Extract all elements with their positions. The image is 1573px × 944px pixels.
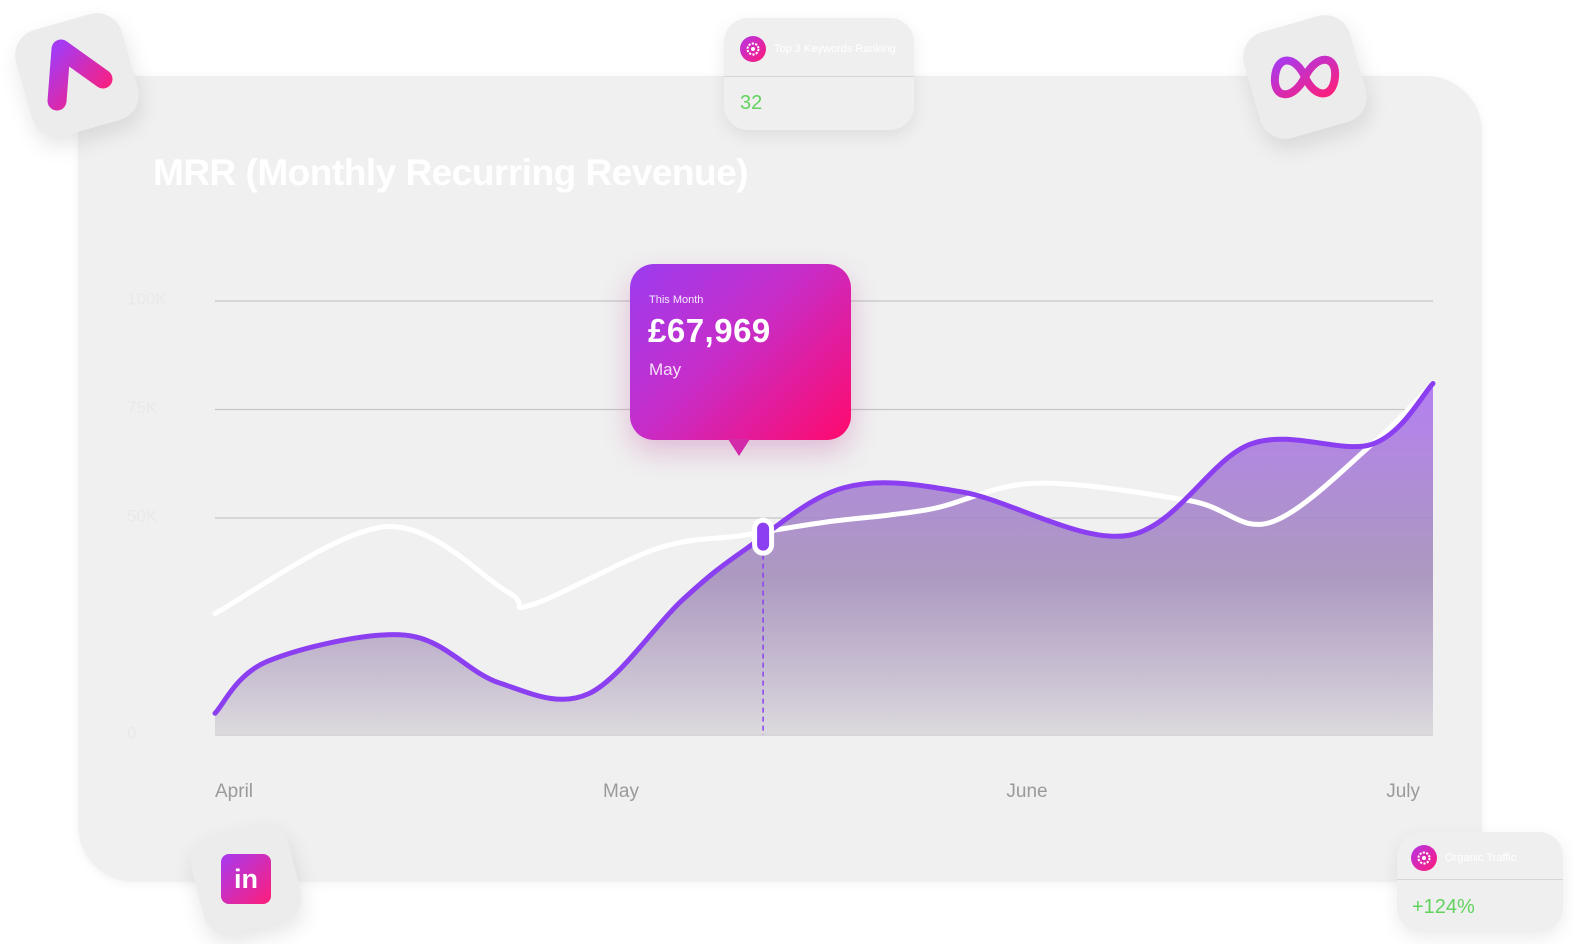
area-series-fill	[215, 383, 1433, 735]
y-tick-label: 0	[127, 723, 136, 742]
value-tooltip: This Month £67,969 May	[630, 264, 851, 456]
x-tick-label: July	[1386, 781, 1420, 802]
traffic-stat-divider	[1397, 879, 1563, 880]
settings-badge-icon	[1411, 845, 1437, 871]
meta-logo-tile	[1236, 8, 1374, 146]
keywords-stat-value: 32	[740, 92, 763, 114]
keywords-stat-divider	[724, 76, 914, 77]
linkedin-logo-icon: in	[221, 854, 271, 904]
y-tick-label: 100K	[127, 289, 167, 308]
arrow-logo-tile	[8, 6, 146, 144]
x-tick-label: June	[1006, 781, 1047, 802]
tooltip-caption: This Month	[649, 294, 704, 306]
traffic-stat-card: Organic Traffic +124%	[1397, 832, 1563, 932]
keywords-stat-label: Top 3 Keywords Ranking	[774, 43, 896, 55]
x-tick-label: April	[215, 781, 253, 802]
y-tick-label: 75K	[127, 398, 158, 417]
tooltip-handle	[757, 522, 770, 551]
arrow-logo-icon	[47, 39, 113, 111]
comparison-line-series	[212, 380, 1436, 616]
tooltip-month: May	[649, 360, 682, 379]
x-tick-label: May	[603, 781, 639, 802]
traffic-stat-value: +124%	[1412, 896, 1475, 918]
keywords-stat-header: Top 3 Keywords Ranking	[740, 36, 896, 62]
settings-badge-icon	[740, 36, 766, 62]
traffic-stat-header: Organic Traffic	[1411, 845, 1517, 871]
traffic-stat-label: Organic Traffic	[1445, 852, 1517, 864]
y-tick-label: 50K	[127, 506, 158, 525]
chart-title: MRR (Monthly Recurring Revenue)	[153, 152, 749, 193]
tooltip-value: £67,969	[648, 312, 771, 349]
meta-logo-icon	[1270, 55, 1340, 99]
keywords-stat-card: Top 3 Keywords Ranking 32	[724, 18, 914, 130]
